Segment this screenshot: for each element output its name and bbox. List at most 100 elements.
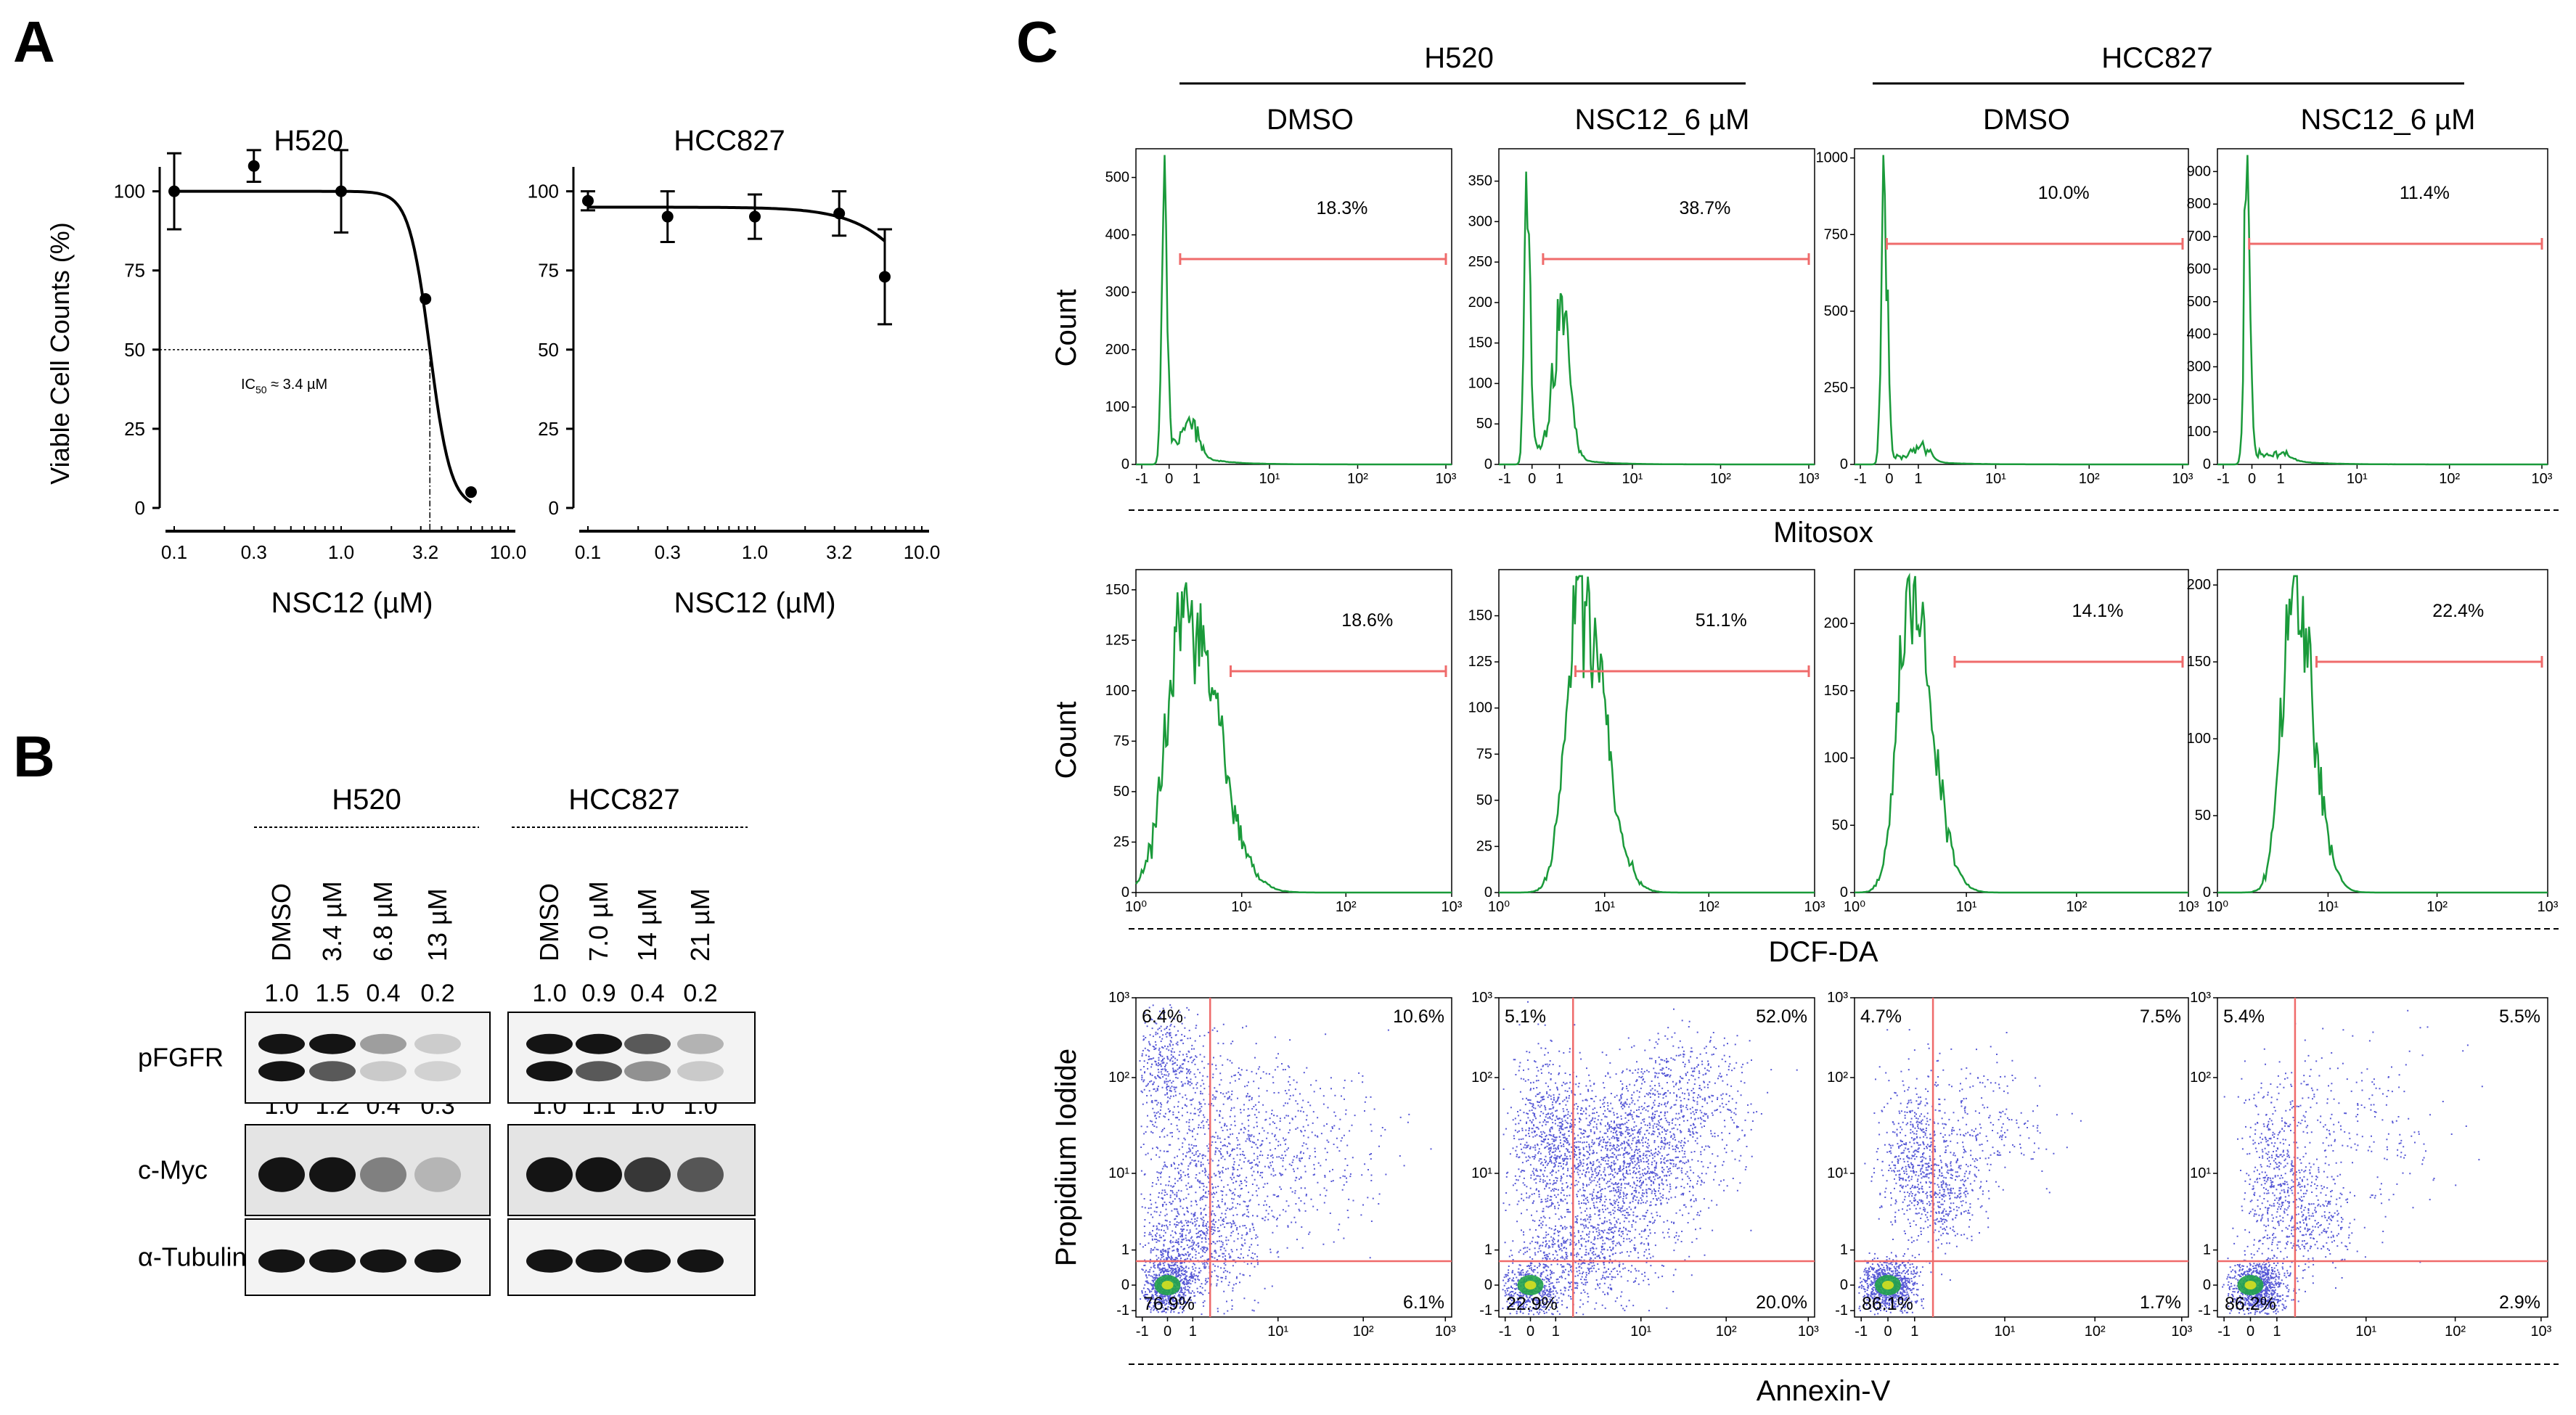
y-tick-label: 50 xyxy=(1476,792,1492,808)
row-label-mitosox: Mitosox xyxy=(1773,517,1873,549)
panel-a: H520 HCC827 Viable Cell Counts (%) NSC12… xyxy=(45,125,940,619)
y-tick-label: 150 xyxy=(1468,608,1492,624)
x-tick-label: 1 xyxy=(1552,1324,1560,1340)
blot-band xyxy=(309,1061,356,1082)
x-tick-label: 10³ xyxy=(1435,1324,1456,1340)
blot-band xyxy=(414,1157,461,1192)
densitometry-value: 1.0 xyxy=(532,980,566,1007)
quadrant-ll: 86.1% xyxy=(1862,1294,1913,1314)
panel-letter-c: C xyxy=(1016,9,1058,74)
plot-frame xyxy=(1135,997,1452,1318)
y-tick-label: 300 xyxy=(2187,358,2211,374)
blot-row-label: c-Myc xyxy=(138,1155,208,1185)
blot-band xyxy=(258,1061,305,1082)
cell-line-h520: H520 xyxy=(1424,42,1494,74)
pi-label: Propidium Iodide xyxy=(1050,1049,1082,1266)
x-tick-label: 10² xyxy=(1698,899,1720,915)
y-tick-label: 10¹ xyxy=(2190,1165,2211,1181)
y-tick-label: 10³ xyxy=(1108,990,1129,1006)
x-tick-label: 10¹ xyxy=(2347,471,2368,487)
y-tick-label: -1 xyxy=(1116,1303,1129,1318)
y-tick-label: 250 xyxy=(1468,254,1492,270)
data-point xyxy=(168,185,180,197)
plot-frame xyxy=(1854,148,2189,465)
y-tick-label: 0 xyxy=(1121,1277,1129,1293)
densitometry-value: 0.4 xyxy=(366,980,400,1007)
chart-title-hcc827: HCC827 xyxy=(674,125,785,157)
gate-percent: 18.6% xyxy=(1341,610,1393,631)
histogram-trace xyxy=(1134,582,1452,894)
blot-band xyxy=(576,1061,622,1082)
x-tick-label: 3.2 xyxy=(412,541,438,563)
x-tick-label: 10³ xyxy=(1442,899,1463,915)
blot-group-hcc827: HCC827 xyxy=(568,784,679,816)
y-tick-label: 75 xyxy=(538,260,559,282)
x-tick-label: 10² xyxy=(2085,1324,2106,1340)
x-tick-label: -1 xyxy=(1499,1324,1512,1340)
y-tick-label: 10² xyxy=(2190,1070,2211,1086)
x-tick-label: 10² xyxy=(2066,899,2087,915)
annexin-pi-scatter: 4.7% 7.5% 86.1% 1.7% 10³ 10² 10¹ 1 0 -1 -1 0 1 10¹ 10²… xyxy=(1827,990,2192,1340)
y-tick-label: 200 xyxy=(1468,295,1492,311)
y-tick-label: 0 xyxy=(2203,1277,2211,1293)
annexin-pi-scatter: 5.1% 52.0% 22.9% 20.0% 10³ 10² 10¹ 1 0 -1 -1 0 1 10¹ 1… xyxy=(1471,990,1819,1340)
y-tick-label: 1000 xyxy=(1816,150,1849,166)
plot-frame xyxy=(1135,569,1452,893)
y-tick-label: 50 xyxy=(538,339,559,361)
blot-band xyxy=(414,1061,461,1082)
histogram-plot: 0 250 500 750 1000 -1 0 1 10¹ 10² 10³ 10.0% xyxy=(1816,148,2193,487)
histogram-plot: 0 50 100 150 200 250 300 350 -1 0 1 10¹ 10² 10³ 38.7% xyxy=(1468,148,1820,487)
quadrant-ur: 7.5% xyxy=(2140,1006,2181,1027)
x-tick-label: -1 xyxy=(1135,471,1148,487)
y-tick-label: 150 xyxy=(1824,683,1848,699)
blot-band xyxy=(309,1157,356,1192)
blot-group-h520: H520 xyxy=(332,784,401,816)
x-tick-label: 10⁰ xyxy=(1844,899,1865,915)
x-tick-label: 10¹ xyxy=(1231,899,1252,915)
blot-band xyxy=(624,1157,671,1192)
blot-band xyxy=(258,1157,305,1192)
blot-box xyxy=(507,1012,756,1104)
x-tick-label: 10¹ xyxy=(1956,899,1977,915)
x-tick-label: 1.0 xyxy=(328,541,354,563)
x-tick-label: 1 xyxy=(1910,1324,1918,1340)
y-tick-label: 350 xyxy=(1468,173,1492,189)
blot-band xyxy=(414,1249,461,1273)
x-tick-label: 10¹ xyxy=(1622,471,1643,487)
y-tick-label: 100 xyxy=(528,181,559,202)
y-tick-label: 250 xyxy=(1824,380,1848,395)
gate-percent: 10.0% xyxy=(2038,183,2090,203)
quadrant-ur: 5.5% xyxy=(2499,1006,2540,1027)
dose-response-chart-h520: 0 25 50 75 100 0.1 0.3 1.0 3.2 10.0 xyxy=(114,149,526,563)
y-tick-label: 125 xyxy=(1468,654,1492,670)
quadrant-ul: 6.4% xyxy=(1142,1006,1183,1027)
x-tick-label: 1 xyxy=(2273,1324,2281,1340)
x-tick-label: 10¹ xyxy=(1630,1324,1651,1340)
blot-band xyxy=(258,1249,305,1273)
histogram-plot: 0 100 200 300 400 500 600 700 800 900 -1 0 1 10¹ 10² 10… xyxy=(2187,148,2553,487)
quadrant-ul: 4.7% xyxy=(1860,1006,1902,1027)
x-tick-label: -1 xyxy=(1136,1324,1149,1340)
blot-band xyxy=(576,1033,622,1054)
x-tick-label: -1 xyxy=(1498,471,1511,487)
x-tick-label: 10² xyxy=(2445,1324,2466,1340)
lane-label: 21 µM xyxy=(685,888,715,961)
x-tick-label: 10⁰ xyxy=(1488,899,1510,915)
x-tick-label: 10³ xyxy=(1798,1324,1819,1340)
blot-band xyxy=(624,1061,671,1082)
y-tick-label: 500 xyxy=(1105,170,1129,186)
blot-band xyxy=(526,1061,573,1082)
y-tick-label: 0 xyxy=(1121,885,1129,901)
y-tick-label: 10³ xyxy=(1471,990,1492,1006)
plot-frame xyxy=(1135,148,1452,465)
blot-band xyxy=(677,1157,724,1192)
plot-frame xyxy=(1498,997,1815,1318)
y-tick-label: 10¹ xyxy=(1108,1165,1129,1181)
y-tick-label: 10³ xyxy=(2190,990,2211,1006)
x-tick-label: 0 xyxy=(2248,471,2256,487)
y-tick-label: 50 xyxy=(1832,817,1848,833)
histogram-plot: 0 50 100 150 200 10⁰ 10¹ 10² 10³ 22.4% xyxy=(2187,569,2559,915)
blot-row-label: α-Tubulin xyxy=(138,1242,247,1272)
